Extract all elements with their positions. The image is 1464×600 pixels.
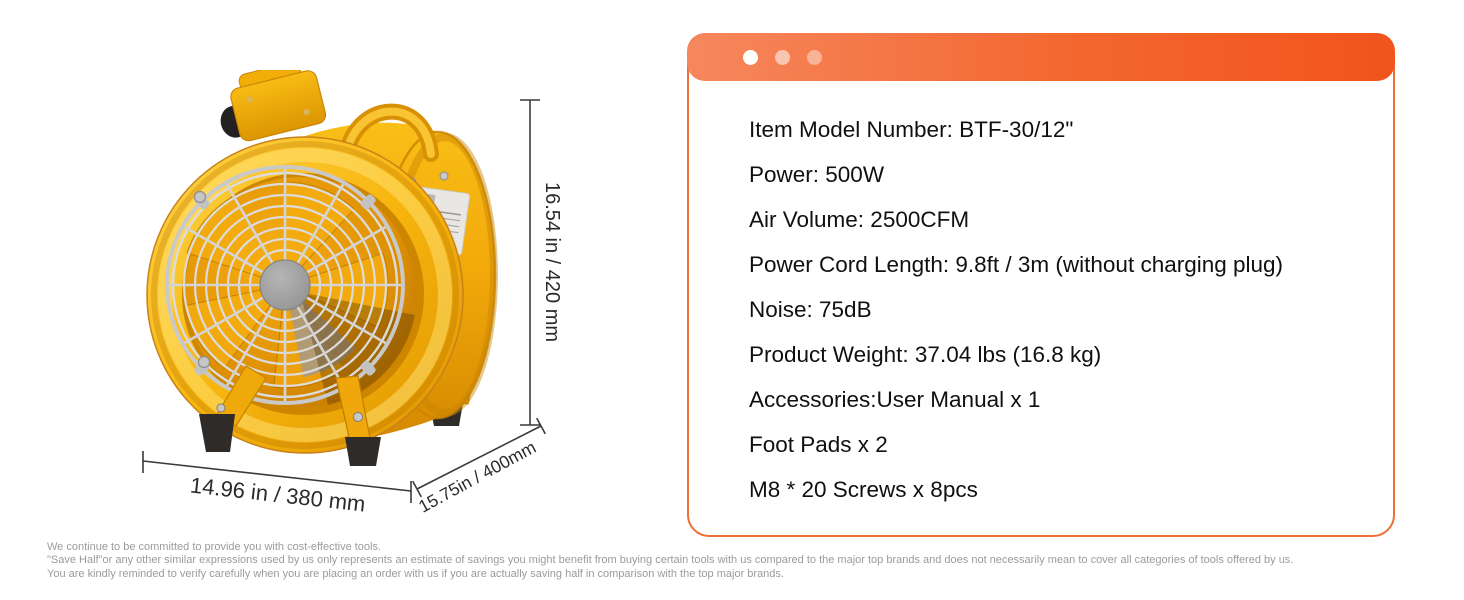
fan-front-legs bbox=[199, 365, 381, 466]
depth-dimension-label: 15.75in / 400mm bbox=[415, 437, 539, 517]
spec-row-weight: Product Weight: 37.04 lbs (16.8 kg) bbox=[749, 342, 1102, 367]
ring-screw bbox=[193, 190, 207, 204]
fan-handle bbox=[338, 103, 439, 166]
fan-grille bbox=[165, 165, 405, 405]
spec-row-cord-length: Power Cord Length: 9.8ft / 3m (without c… bbox=[749, 252, 1284, 277]
fan-foot bbox=[345, 437, 381, 466]
spec-row-foot-pads: Foot Pads x 2 bbox=[749, 432, 888, 457]
spec-list: Item Model Number: BTF-30/12" Power: 500… bbox=[689, 83, 1393, 512]
fan-illustration: 16.54 in / 420 mm 14.96 in / 380 mm 15.7… bbox=[142, 70, 563, 517]
height-dimension-label: 16.54 in / 420 mm bbox=[541, 182, 563, 342]
window-dot-3 bbox=[807, 49, 822, 65]
product-figure: 16.54 in / 420 mm 14.96 in / 380 mm 15.7… bbox=[100, 70, 580, 530]
fan-hub bbox=[259, 259, 311, 311]
window-titlebar bbox=[687, 33, 1395, 81]
spec-row-accessories: Accessories:User Manual x 1 bbox=[749, 387, 1041, 412]
body-screw bbox=[439, 171, 449, 181]
disclaimer: We continue to be committed to provide y… bbox=[47, 541, 1427, 581]
disclaimer-line: We continue to be committed to provide y… bbox=[47, 541, 382, 553]
window-dot-1 bbox=[743, 49, 758, 65]
spec-row-power: Power: 500W bbox=[749, 162, 885, 187]
spec-row-model: Item Model Number: BTF-30/12" bbox=[749, 117, 1074, 142]
spec-row-air-volume: Air Volume: 2500CFM bbox=[749, 207, 970, 232]
disclaimer-line: "Save Half"or any other similar expressi… bbox=[47, 554, 1294, 567]
spec-row-noise: Noise: 75dB bbox=[749, 297, 872, 322]
dimension-annotations bbox=[142, 99, 546, 503]
spec-card: Item Model Number: BTF-30/12" Power: 500… bbox=[687, 33, 1395, 537]
window-dot-2 bbox=[775, 49, 790, 65]
fan-foot bbox=[199, 414, 235, 452]
motor-junction-box bbox=[220, 70, 327, 142]
spec-row-screws: M8 * 20 Screws x 8pcs bbox=[749, 477, 978, 502]
disclaimer-line: You are kindly reminded to verify carefu… bbox=[47, 567, 784, 580]
width-dimension-label: 14.96 in / 380 mm bbox=[189, 472, 367, 516]
ring-screw bbox=[197, 355, 211, 369]
